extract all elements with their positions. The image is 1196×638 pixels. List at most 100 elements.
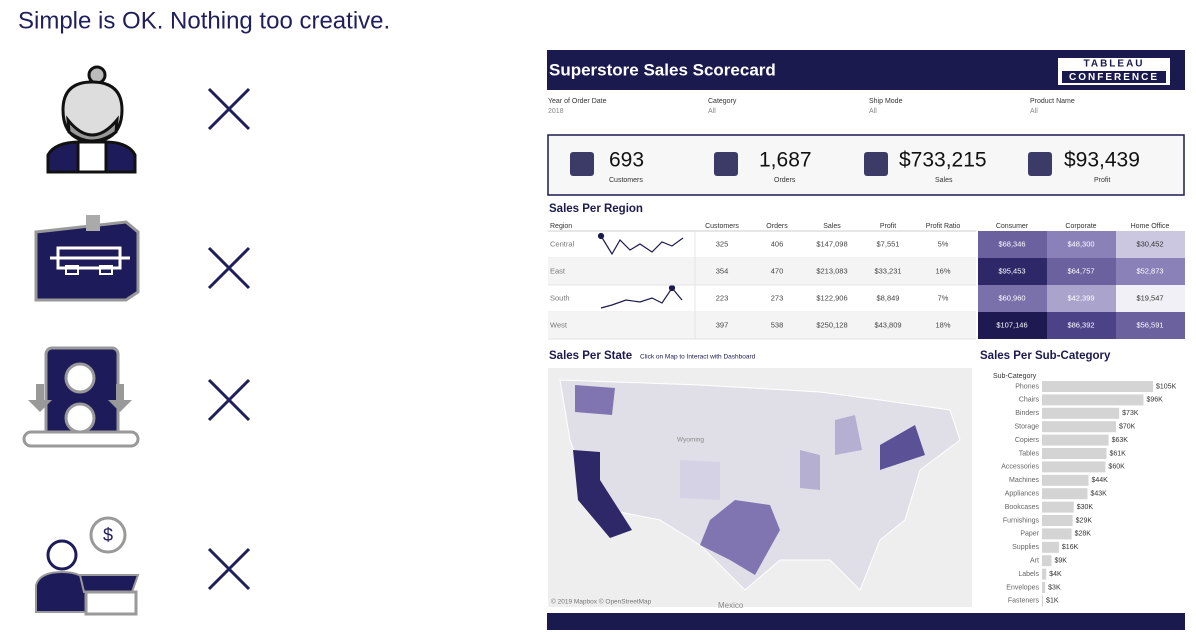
kpi-icon	[570, 152, 594, 176]
cell-text: 470	[771, 266, 784, 275]
cell-text: $48,300	[1067, 239, 1094, 248]
value-label: $4K	[1049, 571, 1062, 578]
value-label: $73K	[1122, 410, 1139, 417]
cell-text: 397	[716, 320, 729, 329]
bar	[1042, 528, 1072, 540]
heat-cell	[1116, 312, 1185, 339]
cell-text: 16%	[935, 266, 950, 275]
kpi-value: 1,687	[759, 149, 812, 172]
bar	[1042, 501, 1074, 513]
category-label: Phones	[1015, 383, 1039, 390]
cell-text: Central	[550, 239, 575, 248]
bar	[1042, 568, 1047, 580]
bar	[1042, 381, 1153, 392]
icon-glyph: $	[103, 525, 113, 545]
cell-text: $86,392	[1067, 320, 1094, 329]
heat-cell	[1047, 231, 1116, 258]
kpi-label: Sales	[935, 177, 953, 184]
value-label: $28K	[1075, 531, 1092, 538]
cell-text: $68,346	[998, 239, 1025, 248]
kpi-value: $93,439	[1064, 149, 1140, 172]
heat-cell	[1116, 231, 1185, 258]
category-label: Paper	[1020, 531, 1039, 538]
slide-heading: Simple is OK. Nothing too creative.	[18, 7, 390, 34]
filter-label: Product Name	[1030, 98, 1075, 105]
cell-text: $33,231	[874, 266, 901, 275]
column-header: Home Office	[1131, 223, 1170, 230]
cell-text: $7,551	[877, 239, 900, 248]
x-mark	[207, 547, 251, 591]
icon-sales	[22, 346, 140, 448]
bar	[1042, 555, 1052, 567]
value-label: $3K	[1048, 584, 1061, 591]
map-credit: © 2019 Mapbox © OpenStreetMap	[551, 598, 652, 606]
filter-value: All	[1030, 108, 1038, 115]
logo-band	[1062, 71, 1166, 83]
sparkline-dot	[668, 284, 676, 292]
bar	[1042, 434, 1109, 446]
value-label: $43K	[1090, 491, 1107, 498]
cell-text: $95,453	[998, 266, 1025, 275]
value-label: $61K	[1109, 450, 1126, 457]
icon-profit: $	[35, 516, 140, 616]
category-label: Storage	[1014, 424, 1039, 431]
bar	[1042, 407, 1120, 419]
logo-text: CONFERENCE	[1069, 72, 1159, 83]
heat-cell	[1116, 285, 1185, 312]
heat-cell	[978, 285, 1047, 312]
chart-title: Sales Per Sub-Category	[980, 350, 1111, 362]
logo-text: TABLEAU	[1083, 59, 1144, 70]
cell-text: 18%	[935, 320, 950, 329]
cell-text: $250,128	[816, 320, 847, 329]
sparkline	[600, 235, 684, 256]
x-mark	[207, 378, 251, 422]
bar	[1042, 541, 1059, 553]
value-label: $16K	[1062, 544, 1079, 551]
section-title: Sales Per State	[549, 350, 632, 362]
category-label: Fasteners	[1008, 598, 1040, 605]
cell-text: $64,757	[1067, 266, 1094, 275]
column-header: Consumer	[996, 223, 1029, 230]
category-label: Tables	[1019, 450, 1040, 457]
kpi-label: Profit	[1094, 177, 1110, 184]
kpi-label: Customers	[609, 177, 643, 184]
map-state	[835, 415, 862, 455]
cell-text: $8,849	[877, 293, 900, 302]
heat-cell	[1047, 258, 1116, 285]
value-label: $63K	[1112, 437, 1129, 444]
cell-text: $213,083	[816, 266, 847, 275]
column-header: Sales	[823, 223, 841, 230]
cell-text: 223	[716, 293, 729, 302]
bar	[1042, 595, 1044, 607]
cell-text: $60,960	[998, 293, 1025, 302]
heat-cell	[978, 231, 1047, 258]
map-state	[680, 460, 720, 500]
category-label: Furnishings	[1003, 517, 1040, 524]
x-marks	[207, 87, 251, 591]
heat-cell	[978, 312, 1047, 339]
kpi-icon	[1028, 152, 1052, 176]
category-label: Supplies	[1012, 544, 1039, 551]
bar	[1042, 421, 1116, 433]
kpi-label: Orders	[774, 177, 796, 184]
value-label: $44K	[1092, 477, 1109, 484]
cell-text: $19,547	[1136, 293, 1163, 302]
bar	[1042, 461, 1106, 473]
heat-cell	[1047, 285, 1116, 312]
cell-text: $107,146	[996, 320, 1027, 329]
icon-orders	[34, 215, 140, 302]
value-label: $1K	[1046, 598, 1059, 605]
map-label: Mexico	[718, 601, 744, 610]
filter-value: 2018	[548, 108, 564, 115]
icon-customer	[46, 65, 137, 174]
value-label: $30K	[1077, 504, 1094, 511]
category-label: Binders	[1015, 410, 1039, 417]
x-mark	[207, 87, 251, 131]
filter-label: Year of Order Date	[548, 98, 607, 105]
bar	[1042, 448, 1107, 459]
cell-text: 5%	[938, 239, 949, 248]
map-state	[573, 450, 632, 538]
cell-text: $147,098	[816, 239, 847, 248]
bar	[1042, 394, 1144, 406]
